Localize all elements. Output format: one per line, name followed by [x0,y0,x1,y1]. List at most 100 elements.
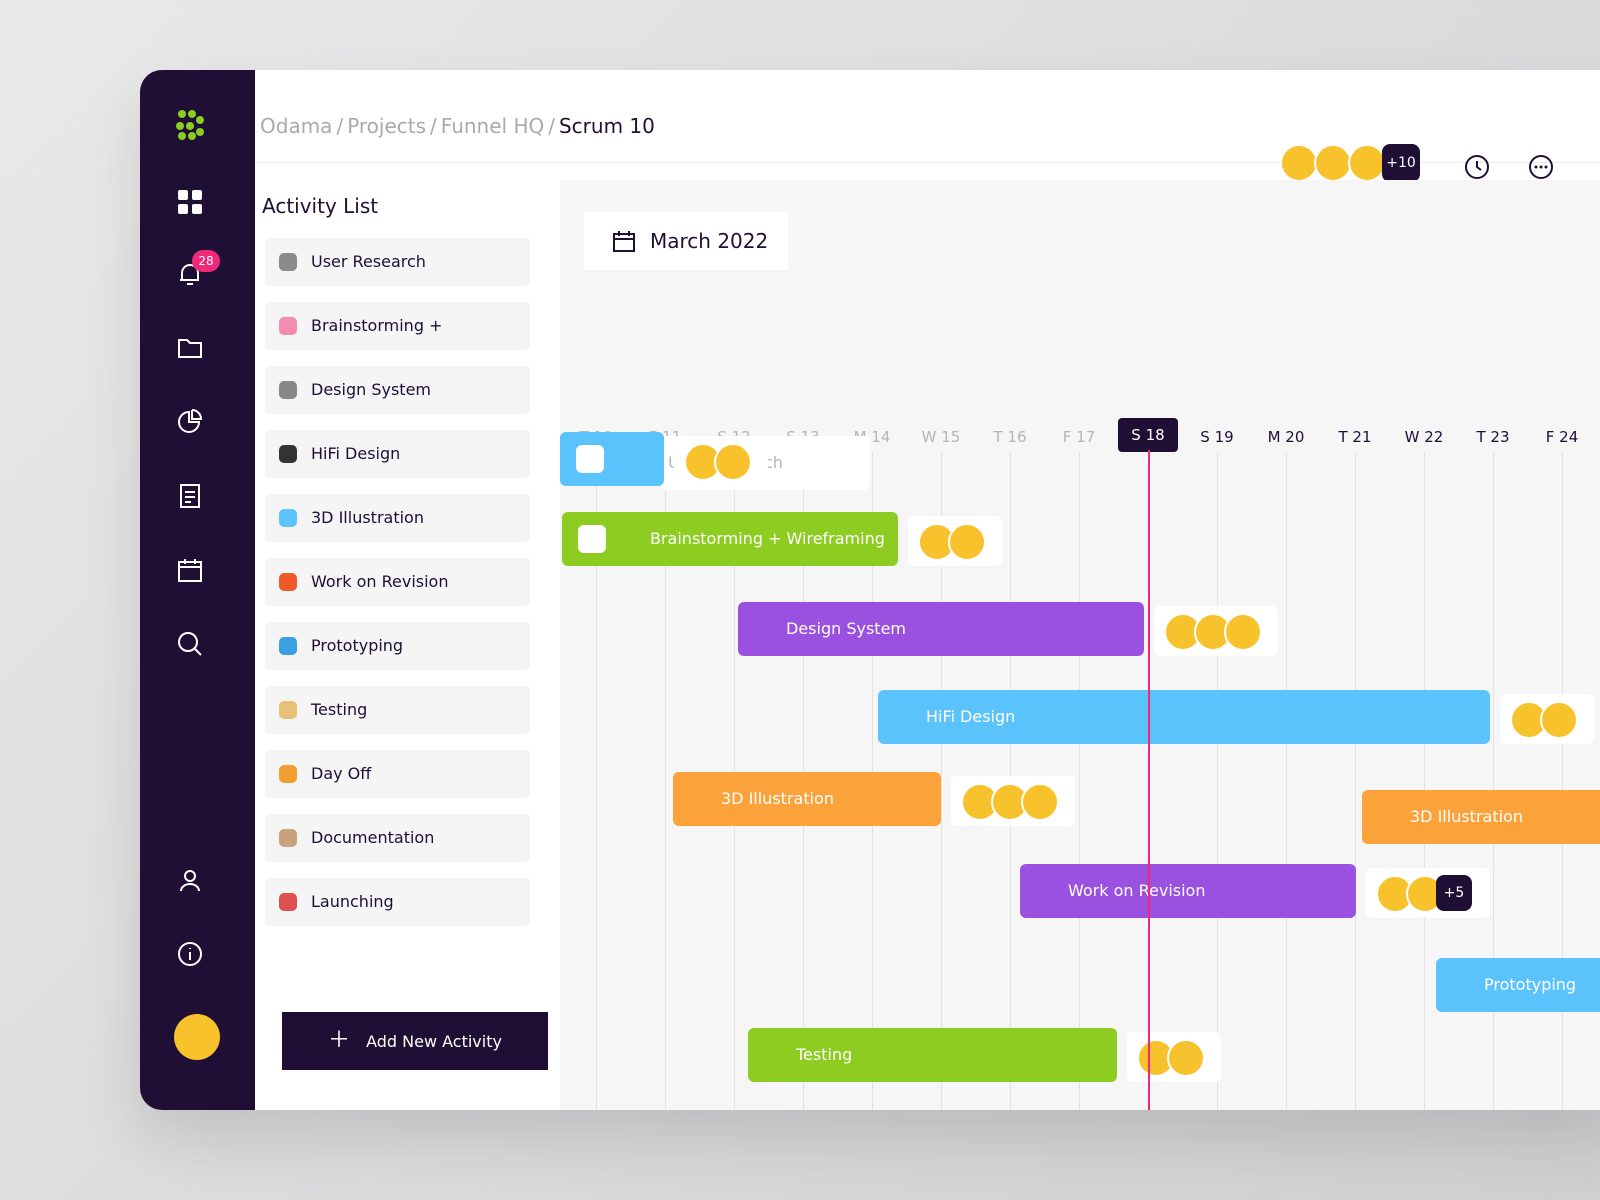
day-grid-line [1355,452,1356,1110]
document-icon[interactable] [176,482,204,510]
activity-label: HiFi Design [311,444,401,463]
chat-icon[interactable] [1528,154,1554,180]
gantt-bar[interactable]: Testing [748,1028,1117,1082]
history-icon[interactable] [1464,154,1490,180]
user-avatar[interactable] [174,1014,220,1060]
chart-icon[interactable] [176,408,204,436]
activity-item[interactable]: Launching [265,878,530,926]
assignee-avatar [1167,1039,1205,1077]
breadcrumb-item[interactable]: Projects [347,114,427,138]
assignees-more[interactable]: +5 [1436,875,1472,911]
info-icon[interactable] [176,940,204,968]
assignees [1127,1032,1221,1082]
assignees [1154,606,1278,656]
gantt-bar[interactable]: HiFi Design [878,690,1490,744]
breadcrumb: Odama / Projects / Funnel HQ / Scrum 10 [260,114,655,138]
month-label: March 2022 [650,229,769,253]
folder-icon[interactable] [176,334,204,362]
day-grid-line [1286,452,1287,1110]
day-grid-line [1493,452,1494,1110]
activity-label: Work on Revision [311,572,449,591]
day-label: T 23 [1476,428,1510,446]
bar-label: Design System [786,619,906,638]
assignee-avatar [1021,783,1059,821]
notification-icon[interactable] [176,260,204,288]
activity-icon [279,445,297,463]
button-label: Add New Activity [366,1032,502,1051]
gantt-bar[interactable]: Work on Revision [1020,864,1356,918]
day-grid-line [1424,452,1425,1110]
activity-item[interactable]: Brainstorming + Wireframing [265,302,530,383]
calendar-icon[interactable] [176,556,204,584]
gantt-bar[interactable] [560,432,664,486]
activity-icon [279,893,297,911]
assignees [908,516,1002,566]
activity-label: 3D Illustration [311,508,424,527]
app-window: 28 Odama / Projects / Funnel HQ / Scrum 10 +10… [140,70,1600,1110]
bar-label: HiFi Design [926,707,1016,726]
gantt-bar[interactable]: Design System [738,602,1144,656]
bar-label: 3D Illustration [1410,807,1523,826]
activity-item[interactable]: 3D Illustration [265,494,530,542]
activity-item[interactable]: Day Off [265,750,530,798]
activity-item[interactable]: Documentation [265,814,530,862]
assignees [674,436,768,486]
month-picker[interactable]: March 2022 [584,212,788,270]
bar-label: Brainstorming + Wireframing [650,529,885,548]
breadcrumb-item[interactable]: Odama [260,114,333,138]
activity-label: Launching [311,892,394,911]
day-grid-line [1079,452,1080,1110]
day-grid-line [1217,452,1218,1110]
activity-item[interactable]: Testing [265,686,530,734]
activity-icon [279,253,297,271]
team-avatar [1348,144,1386,182]
gantt-bar[interactable]: 3D Illustration [1362,790,1600,844]
team-avatar [1280,144,1318,182]
day-label: S 19 [1200,428,1234,446]
day-label: M 20 [1267,428,1305,446]
activity-item[interactable]: HiFi Design [265,430,530,478]
activity-icon [279,573,297,591]
sidebar: 28 [140,70,255,1110]
assignee-avatar [948,523,986,561]
timeline: March 2022 T 10F 11S 12S 13M 14W 15T 16F… [560,180,1600,1110]
bar-label: Prototyping [1484,975,1577,994]
team-icon[interactable] [176,866,204,894]
dashboard-icon[interactable] [176,188,204,216]
activity-label: Design System [311,380,431,399]
add-activity-button[interactable]: ＋ Add New Activity [282,1012,548,1070]
activity-item[interactable]: Work on Revision [265,558,530,606]
day-label: T 16 [993,428,1027,446]
plus-icon: ＋ [328,1028,351,1053]
day-grid-line [941,452,942,1110]
activity-item[interactable]: Prototyping [265,622,530,670]
day-label: W 22 [1404,428,1444,446]
breadcrumb-separator: / [336,114,344,138]
team-more[interactable]: +10 [1382,144,1420,182]
bar-label: Work on Revision [1068,881,1206,900]
search-icon[interactable] [176,630,204,658]
breadcrumb-item[interactable]: Scrum 10 [558,114,655,138]
day-grid-line [665,452,666,1110]
day-grid-line [1148,450,1150,1110]
team-avatars: +10 [1280,144,1420,182]
activity-label: Prototyping [311,636,404,655]
calendar-icon [613,231,635,252]
assignee-avatar [1224,613,1262,651]
activity-label: Testing [311,700,368,719]
header-divider [255,162,1600,163]
activity-icon [279,637,297,655]
activity-item[interactable]: Design System [265,366,530,414]
day-grid-line [596,452,597,1110]
activity-item[interactable]: User Research [265,238,530,286]
back-icon [576,445,604,473]
back-icon [578,525,606,553]
activity-icon [279,317,297,335]
gantt-bar[interactable]: Prototyping [1436,958,1600,1012]
breadcrumb-item[interactable]: Funnel HQ [440,114,545,138]
gantt-bar[interactable]: Brainstorming + Wireframing [562,512,898,566]
gantt-bar[interactable]: 3D Illustration [673,772,941,826]
day-label: T 21 [1338,428,1372,446]
activity-icon [279,509,297,527]
